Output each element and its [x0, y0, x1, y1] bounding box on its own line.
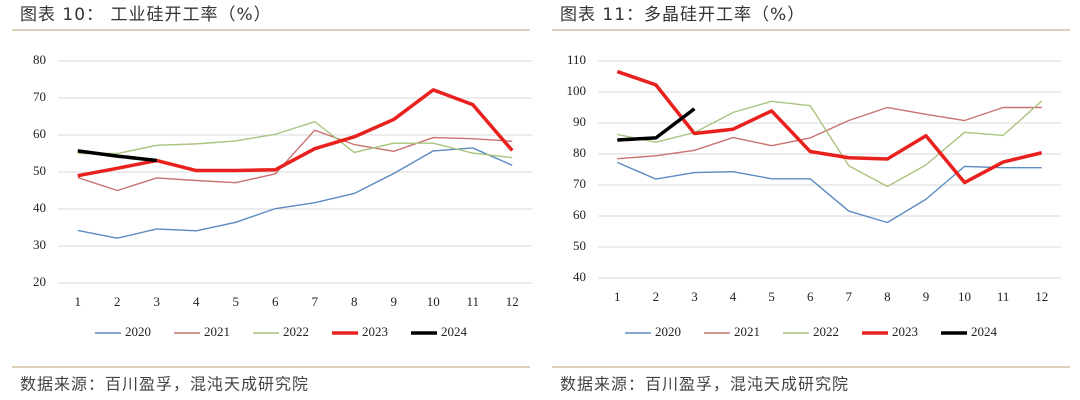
- x-tick-label: 4: [193, 294, 200, 309]
- x-tick-label: 5: [233, 294, 240, 309]
- series-line: [617, 100, 1043, 188]
- x-tick-label: 12: [1035, 289, 1048, 304]
- legend-label: 2022: [813, 324, 839, 339]
- y-tick-label: 50: [33, 163, 46, 178]
- x-tick-label: 1: [614, 289, 621, 304]
- x-tick-label: 12: [506, 294, 519, 309]
- legend-label: 2024: [441, 324, 468, 339]
- legend-label: 2024: [971, 324, 998, 339]
- legend-label: 2021: [734, 324, 760, 339]
- x-tick-label: 8: [351, 294, 358, 309]
- series-line: [77, 129, 513, 192]
- source: 数据来源：百川盈孚，混沌天成研究院: [20, 375, 309, 394]
- series-line: [617, 106, 1042, 160]
- series-line: [77, 88, 514, 178]
- x-tick-label: 5: [768, 289, 775, 304]
- legend-label: 2023: [892, 324, 918, 339]
- y-tick-label: 40: [33, 200, 46, 215]
- y-tick-label: 40: [573, 269, 586, 284]
- source: 数据来源：百川盈孚，混沌天成研究院: [560, 375, 849, 394]
- y-tick-label: 80: [573, 145, 586, 160]
- x-tick-label: 4: [730, 289, 737, 304]
- x-tick-label: 3: [691, 289, 698, 304]
- x-tick-label: 1: [75, 294, 82, 309]
- series-line: [617, 161, 1042, 224]
- y-tick-label: 60: [573, 207, 586, 222]
- x-tick-label: 11: [997, 289, 1010, 304]
- series-line: [77, 120, 513, 159]
- legend-label: 2020: [125, 324, 151, 339]
- legend-label: 2023: [362, 324, 388, 339]
- x-tick-label: 10: [958, 289, 971, 304]
- series-line: [617, 107, 696, 142]
- y-tick-label: 80: [33, 52, 46, 67]
- series-line: [616, 69, 1043, 185]
- y-tick-label: 50: [573, 238, 586, 253]
- x-tick-label: 11: [466, 294, 479, 309]
- chart-title: 图表 10： 工业硅开工率（%）: [20, 5, 272, 25]
- y-tick-label: 110: [567, 52, 586, 67]
- x-tick-label: 10: [427, 294, 440, 309]
- y-tick-label: 70: [573, 176, 586, 191]
- y-tick-label: 20: [33, 274, 46, 289]
- y-tick-label: 100: [567, 83, 587, 98]
- x-tick-label: 9: [923, 289, 930, 304]
- x-tick-label: 7: [312, 294, 319, 309]
- series-line: [77, 149, 157, 163]
- legend-label: 2021: [204, 324, 230, 339]
- legend-label: 2020: [655, 324, 681, 339]
- legend-label: 2022: [283, 324, 309, 339]
- x-tick-label: 2: [114, 294, 121, 309]
- y-tick-label: 60: [33, 126, 46, 141]
- y-tick-label: 70: [33, 89, 46, 104]
- x-tick-label: 2: [653, 289, 660, 304]
- x-tick-label: 6: [272, 294, 279, 309]
- series-line: [77, 147, 513, 239]
- x-tick-label: 9: [391, 294, 398, 309]
- x-tick-label: 6: [807, 289, 814, 304]
- y-tick-label: 90: [573, 114, 586, 129]
- chart-title: 图表 11：多晶硅开工率（%）: [560, 5, 805, 25]
- y-tick-label: 30: [33, 237, 46, 252]
- x-tick-label: 3: [154, 294, 161, 309]
- x-tick-label: 7: [846, 289, 853, 304]
- x-tick-label: 8: [884, 289, 891, 304]
